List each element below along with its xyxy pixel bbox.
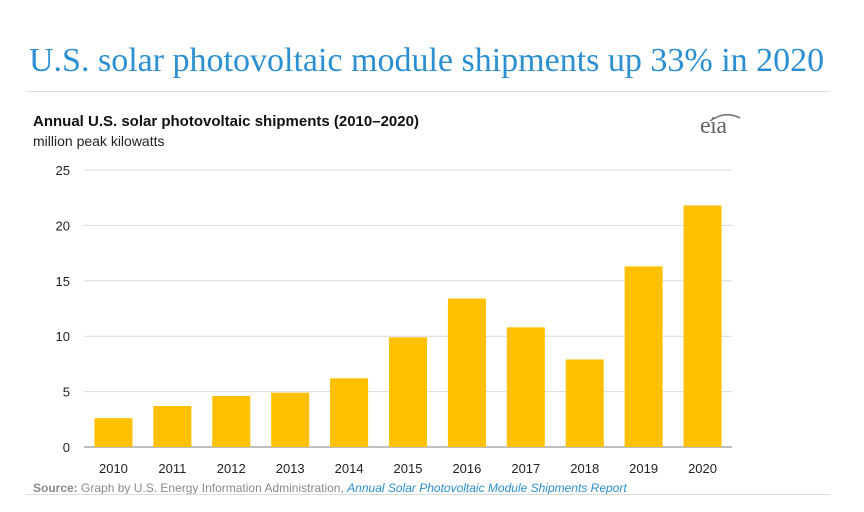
source-report-link[interactable]: Annual Solar Photovoltaic Module Shipmen…	[347, 481, 627, 495]
bar-2012	[212, 396, 251, 447]
chart-units-label: million peak kilowatts	[33, 133, 165, 149]
x-tick-label-2018: 2018	[570, 461, 599, 476]
source-note: Source: Graph by U.S. Energy Information…	[33, 481, 627, 495]
source-label: Source:	[33, 481, 78, 495]
eia-logo: eia	[700, 113, 727, 139]
bar-2014	[330, 378, 369, 447]
bottom-divider	[26, 494, 830, 495]
x-tick-label-2020: 2020	[688, 461, 717, 476]
bar-2020	[683, 205, 722, 447]
x-tick-label-2012: 2012	[217, 461, 246, 476]
x-tick-label-2016: 2016	[452, 461, 481, 476]
bar-2016	[447, 298, 486, 447]
x-tick-label-2010: 2010	[99, 461, 128, 476]
x-tick-label-2014: 2014	[335, 461, 364, 476]
bar-2017	[506, 327, 545, 447]
y-tick-label-15: 15	[56, 274, 70, 289]
x-tick-label-2015: 2015	[394, 461, 423, 476]
bar-2013	[271, 392, 310, 447]
bar-2015	[389, 337, 427, 447]
y-tick-label-0: 0	[63, 440, 70, 455]
x-tick-label-2011: 2011	[158, 461, 186, 476]
y-tick-label-10: 10	[56, 329, 70, 344]
bar-2011	[153, 406, 192, 447]
chart-title: Annual U.S. solar photovoltaic shipments…	[33, 113, 419, 130]
page-headline: U.S. solar photovoltaic module shipments…	[29, 42, 825, 79]
x-tick-label-2017: 2017	[511, 461, 540, 476]
x-tick-label-2013: 2013	[276, 461, 305, 476]
bar-2010	[94, 418, 133, 447]
y-tick-label-5: 5	[63, 385, 70, 400]
x-tick-label-2019: 2019	[629, 461, 658, 476]
top-divider	[26, 91, 830, 92]
bar-2019	[624, 266, 663, 447]
y-tick-label-20: 20	[56, 218, 70, 233]
eia-logo-arc-icon	[709, 113, 741, 122]
source-text: Graph by U.S. Energy Information Adminis…	[81, 481, 344, 495]
y-tick-label-25: 25	[56, 163, 70, 178]
bar-2018	[565, 359, 604, 447]
